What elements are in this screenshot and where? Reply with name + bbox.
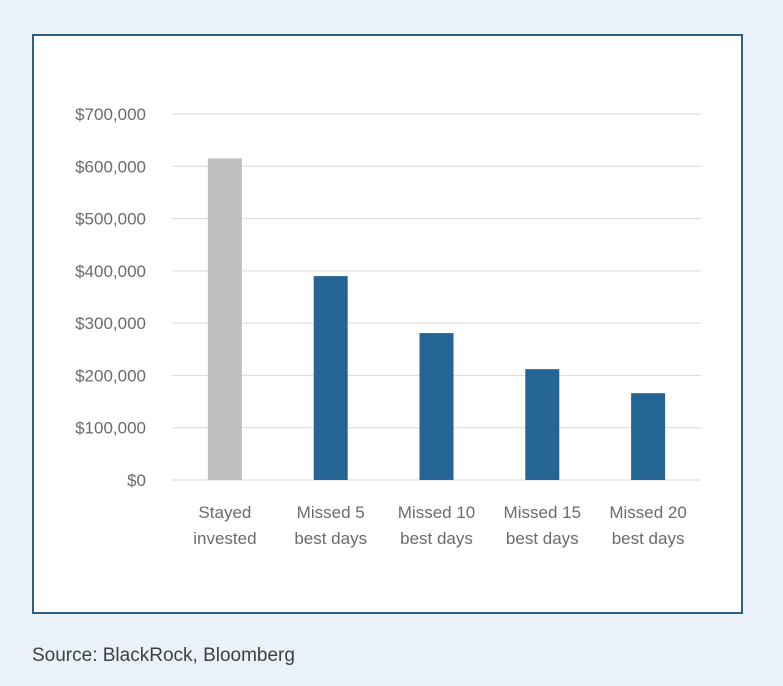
y-tick-label: $400,000: [75, 262, 146, 281]
bar: [631, 393, 666, 480]
y-tick-label: $0: [127, 471, 146, 490]
x-tick-label: Missed 10 best days: [398, 503, 475, 548]
x-tick-label: Stayed invested: [193, 503, 256, 548]
y-tick-label: $600,000: [75, 157, 146, 176]
bar: [313, 276, 348, 480]
bar: [207, 158, 242, 480]
x-tick-label: Missed 15 best days: [504, 503, 581, 548]
y-tick-label: $500,000: [75, 210, 146, 229]
bar-chart: $0 $100,000 $200,000 $300,000 $400,000 $500,0…: [75, 105, 701, 548]
x-tick-label: Missed 5 best days: [294, 503, 367, 548]
y-tick-label: $700,000: [75, 105, 146, 124]
x-tick-label: Missed 20 best days: [609, 503, 686, 548]
chart-card: $0 $100,000 $200,000 $300,000 $400,000 $500,0…: [32, 34, 743, 614]
source-note: Source: BlackRock, Bloomberg: [32, 645, 295, 666]
y-tick-label: $100,000: [75, 419, 146, 438]
bar: [525, 369, 560, 480]
y-tick-label: $200,000: [75, 366, 146, 385]
bar: [419, 333, 454, 480]
y-tick-label: $300,000: [75, 314, 146, 333]
